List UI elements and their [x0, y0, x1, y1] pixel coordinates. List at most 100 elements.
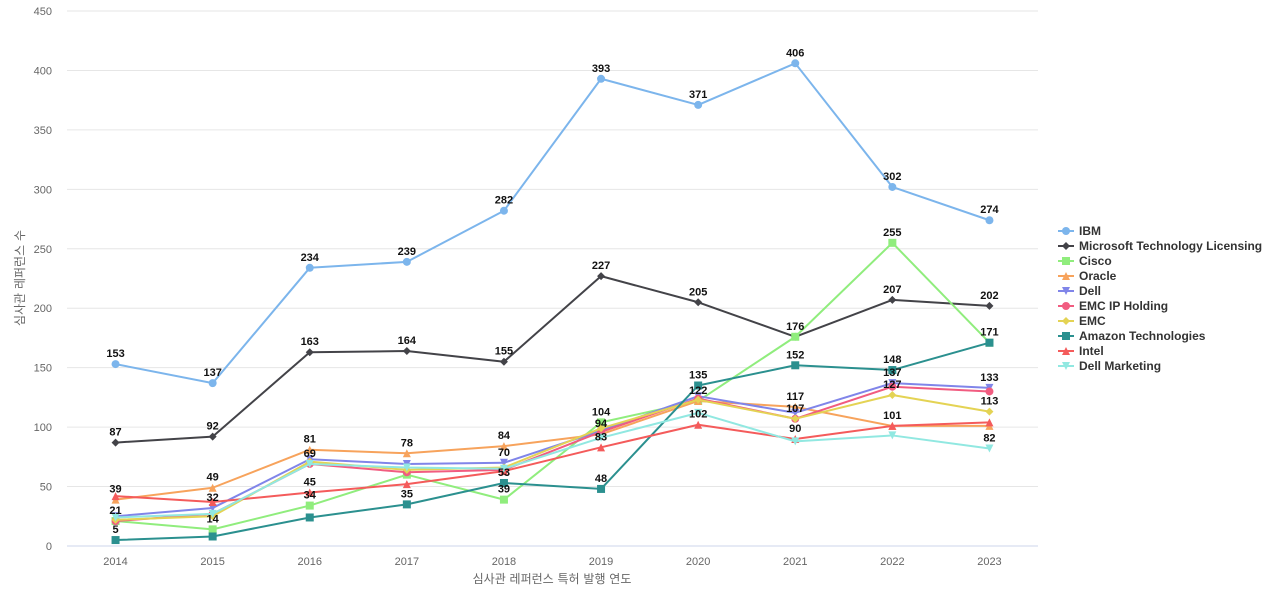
data-label-cisco-2014: 21	[109, 505, 121, 517]
point-ibm-2022	[888, 182, 897, 191]
data-label-cisco-2021: 176	[786, 321, 804, 333]
point-emc-ip-holding-2022	[888, 382, 897, 391]
point-amazon-technologies-2017	[402, 500, 411, 509]
grid-lines	[67, 10, 1038, 547]
series-line-microsoft-technology-licensing	[115, 275, 990, 444]
data-label-microsoft-technology-licensing-2016: 163	[301, 336, 319, 348]
point-ibm-2018	[499, 206, 508, 215]
data-label-emc-2022: 127	[883, 379, 901, 391]
data-label-emc-ip-holding-2021: 107	[786, 403, 804, 415]
series-line-dell	[115, 382, 990, 518]
point-oracle-2016	[305, 445, 314, 454]
series-line-intel	[115, 421, 990, 504]
data-label-dell-2022: 137	[883, 367, 901, 379]
data-label-dell-2018: 70	[498, 447, 510, 459]
y-tick-100: 100	[34, 422, 52, 434]
data-label-oracle-2022: 101	[883, 410, 901, 422]
y-tick-450: 450	[34, 6, 52, 18]
point-microsoft-technology-licensing-2018	[499, 357, 508, 366]
point-intel-2019	[597, 443, 606, 452]
point-ibm-2019	[597, 74, 606, 83]
point-microsoft-technology-licensing-2016	[305, 348, 314, 357]
legend-item-amazon-technologies: Amazon Technologies	[1058, 329, 1206, 343]
x-tick-2015: 2015	[200, 556, 224, 568]
legend-item-dell: Dell	[1058, 284, 1101, 298]
point-intel-2014	[111, 492, 120, 501]
legend-marker-emc-ip-holding	[1062, 302, 1070, 310]
point-amazon-technologies-2015	[208, 532, 217, 541]
data-label-ibm-2021: 406	[786, 47, 804, 59]
data-label-ibm-2016: 234	[301, 252, 320, 264]
point-intel-2015	[208, 498, 217, 507]
legend-label-emc: EMC	[1079, 314, 1106, 328]
point-cisco-2022	[888, 238, 897, 247]
point-amazon-technologies-2022	[888, 366, 897, 375]
data-label-oracle-2019: 94	[595, 418, 608, 430]
point-dell-2018	[499, 458, 508, 467]
data-label-cisco-2019: 104	[592, 406, 611, 418]
point-dell-marketing-2014	[111, 513, 120, 522]
point-ibm-2017	[402, 257, 411, 266]
legend-marker-dell	[1062, 287, 1070, 295]
legend-item-emc: EMC	[1058, 314, 1106, 328]
legend-item-intel: Intel	[1058, 344, 1104, 358]
point-emc-2023	[985, 407, 994, 416]
point-intel-2017	[402, 480, 411, 489]
data-label-intel-2020: 102	[689, 409, 707, 421]
point-oracle-2015	[208, 483, 217, 492]
data-label-ibm-2022: 302	[883, 171, 901, 183]
data-label-oracle-2017: 78	[401, 437, 413, 449]
point-emc-2022	[888, 391, 897, 400]
data-label-microsoft-technology-licensing-2017: 164	[398, 335, 417, 347]
y-tick-50: 50	[40, 482, 52, 494]
point-cisco-2018	[499, 495, 508, 504]
legend-label-dell-marketing: Dell Marketing	[1079, 359, 1161, 373]
data-label-cisco-2015: 14	[207, 513, 220, 525]
legend-item-ibm: IBM	[1058, 224, 1101, 238]
point-cisco-2016	[305, 501, 314, 510]
data-label-amazon-technologies-2017: 35	[401, 488, 413, 500]
point-amazon-technologies-2019	[597, 484, 606, 493]
data-label-ibm-2018: 282	[495, 195, 513, 207]
point-microsoft-technology-licensing-2020	[694, 298, 703, 307]
point-dell-marketing-2021	[791, 437, 800, 446]
series-layer	[111, 59, 994, 545]
point-amazon-technologies-2016	[305, 513, 314, 522]
legend-label-dell: Dell	[1079, 284, 1101, 298]
x-axis-ticks: 2014 2015 2016 2017 2018 2019 2020 2021 2022 2023	[103, 556, 1001, 568]
data-label-cisco-2018: 39	[498, 484, 510, 496]
x-tick-2019: 2019	[589, 556, 613, 568]
point-emc-2020	[694, 395, 703, 404]
legend-label-microsoft-technology-licensing: Microsoft Technology Licensing	[1079, 239, 1262, 253]
series-line-ibm	[115, 62, 990, 385]
series-intel	[111, 418, 994, 507]
point-dell-2021	[791, 408, 800, 417]
legend-item-cisco: Cisco	[1058, 254, 1112, 268]
y-axis-ticks: 0 50 100 150 200 250 300 350 400 450	[34, 6, 52, 553]
data-label-amazon-technologies-2020: 135	[689, 370, 707, 382]
legend-label-emc-ip-holding: EMC IP Holding	[1079, 299, 1168, 313]
data-label-ibm-2015: 137	[203, 367, 221, 379]
data-label-microsoft-technology-licensing-2022: 207	[883, 284, 901, 296]
data-label-intel-2021: 90	[789, 423, 801, 435]
point-amazon-technologies-2020	[694, 381, 703, 390]
data-label-amazon-technologies-2021: 152	[786, 349, 804, 361]
data-label-microsoft-technology-licensing-2014: 87	[109, 427, 121, 439]
series-ibm	[111, 59, 994, 388]
data-label-emc-2023: 113	[981, 396, 999, 408]
point-cisco-2019	[597, 418, 606, 427]
data-label-ibm-2023: 274	[980, 204, 999, 216]
data-label-microsoft-technology-licensing-2020: 205	[689, 286, 707, 298]
point-dell-marketing-2017	[402, 463, 411, 472]
point-amazon-technologies-2021	[791, 361, 800, 370]
data-label-dell-2015: 32	[207, 492, 219, 504]
point-dell-marketing-2016	[305, 459, 314, 468]
y-tick-250: 250	[34, 244, 52, 256]
point-dell-marketing-2020	[694, 408, 703, 417]
legend-label-oracle: Oracle	[1079, 269, 1117, 283]
data-label-oracle-2016: 81	[304, 434, 316, 446]
data-label-emc-ip-holding-2016: 69	[304, 448, 316, 460]
point-emc-2021	[791, 414, 800, 423]
point-dell-marketing-2019	[597, 433, 606, 442]
